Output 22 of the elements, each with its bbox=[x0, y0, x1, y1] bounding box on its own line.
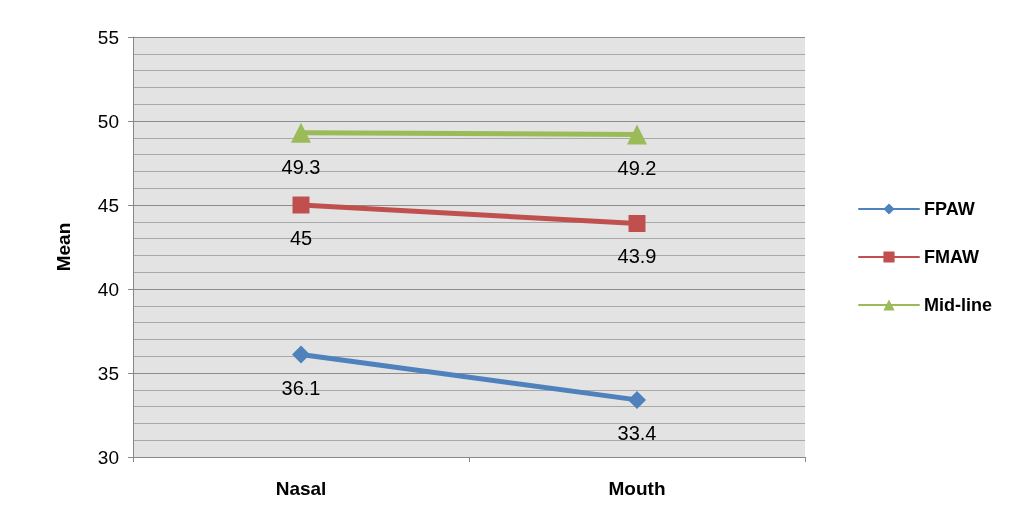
point bbox=[628, 390, 646, 409]
y-tick-label: 35 bbox=[97, 362, 119, 384]
data-label: 49.2 bbox=[617, 157, 657, 180]
y-axis-title: Mean bbox=[53, 222, 74, 272]
data-label: 49.3 bbox=[281, 155, 321, 178]
point bbox=[292, 345, 310, 364]
y-tick-label: 40 bbox=[97, 278, 119, 300]
point bbox=[628, 214, 646, 232]
y-tick-label: 30 bbox=[97, 446, 119, 468]
legend-label: FMAW bbox=[924, 247, 979, 267]
data-label: 33.4 bbox=[617, 421, 657, 444]
point bbox=[292, 196, 310, 214]
x-tick-label: Mouth bbox=[608, 478, 666, 499]
data-label: 43.9 bbox=[617, 244, 657, 267]
legend-label: FPAW bbox=[924, 199, 975, 219]
legend-label: Mid-line bbox=[924, 295, 992, 315]
data-label: 36.1 bbox=[281, 376, 321, 399]
y-tick-label: 45 bbox=[97, 194, 119, 216]
data-label: 45 bbox=[289, 226, 313, 249]
x-tick-label: Nasal bbox=[275, 478, 327, 499]
y-tick-label: 55 bbox=[97, 26, 119, 48]
y-tick-label: 50 bbox=[97, 110, 119, 132]
